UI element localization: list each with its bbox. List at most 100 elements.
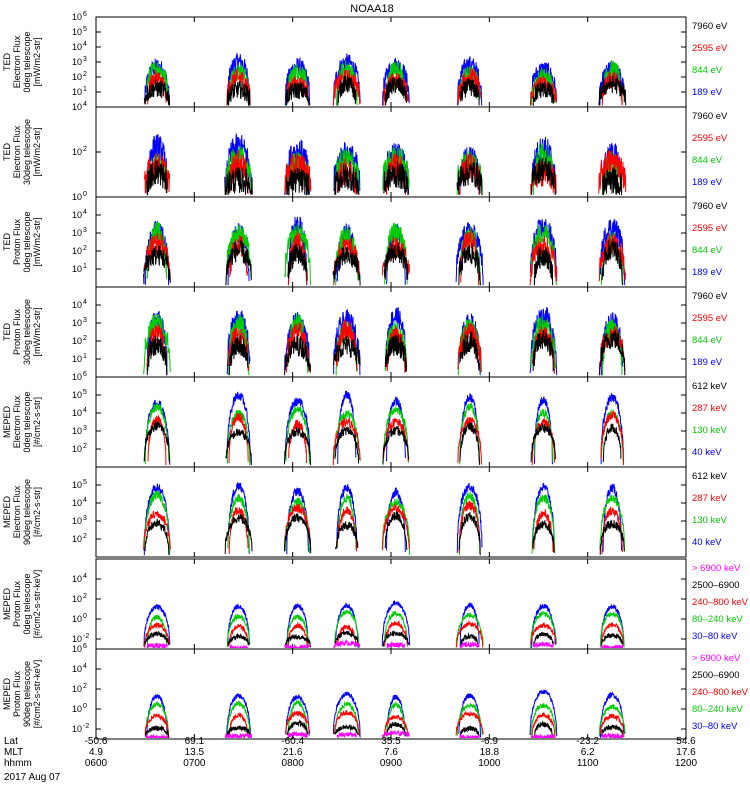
y-tick-label: 10 [72, 444, 82, 454]
x-axis-labels: Lat -50.6 69.1 -60.4 35.5 -6.9 -23.2 54.6 MLT 4.9… [4, 736, 698, 769]
ylabel-line: TED [2, 52, 12, 71]
y-tick-label: 10 [72, 147, 82, 157]
ylabel-line: TED [2, 322, 12, 341]
y-tick-label: 10 [72, 57, 82, 67]
series-trace [144, 619, 624, 648]
series-trace [144, 699, 626, 738]
panel-ylabel: TEDProton Flux30deg telescope[mW/m2-str] [2, 299, 42, 365]
y-tick-exponent: 5 [83, 479, 87, 486]
y-tick-label: 10 [72, 264, 82, 274]
y-tick-label: 10 [72, 408, 82, 418]
panel-frame [95, 16, 687, 108]
x-tick-label: 1100 [577, 758, 599, 769]
y-tick-exponent: 4 [83, 663, 87, 670]
panel-ylabel: MEPEDProton Flux90deg telescope[#/cm2-s-… [2, 660, 42, 729]
legend-entry: 240–800 keV [692, 687, 749, 698]
y-tick-exponent: 3 [83, 515, 87, 522]
y-tick-label: 10 [72, 246, 82, 256]
date-label: 2017 Aug 07 [4, 772, 61, 783]
legend-entry: 130 keV [692, 425, 728, 436]
y-tick-exponent: 2 [83, 71, 87, 78]
panel-ylabel: MEPEDElectron Flux0deg telescope[#/cm2-s… [2, 391, 42, 452]
ylabel-line: [mW/m2-str] [32, 128, 42, 177]
y-tick-exponent: 2 [83, 443, 87, 450]
series-trace [144, 709, 625, 738]
x-tick-label: -60.4 [281, 736, 304, 747]
ylabel-line: 0deg telescope [22, 211, 32, 272]
series-trace [146, 639, 624, 648]
y-tick-label: 10 [72, 480, 82, 490]
legend-entry: 40 keV [692, 537, 722, 548]
x-tick-label: 17.6 [676, 747, 696, 758]
y-tick-label: 10 [72, 336, 82, 346]
legend-entry: 612 keV [692, 471, 728, 482]
series-trace [144, 630, 624, 648]
panel-ylabel: TEDElectron Flux0deg telescope[mW/m2-str… [2, 31, 42, 92]
series-trace [144, 511, 625, 556]
y-tick-exponent: 1 [83, 353, 87, 360]
y-tick-exponent: 0 [83, 613, 87, 620]
legend-entry: 30–80 keV [692, 631, 738, 642]
y-tick-exponent: 4 [83, 101, 87, 108]
ylabel-line: TED [2, 232, 12, 251]
chart-title: NOAA18 [350, 3, 393, 15]
legend-entry: 7960 eV [692, 291, 728, 302]
series-trace [143, 599, 625, 648]
ylabel-line: [mW/m2-str] [32, 308, 42, 357]
y-tick-exponent: 2 [83, 335, 87, 342]
panel-ylabel: MEPEDElectron Flux90deg telescope[#/cm2-… [2, 479, 42, 545]
y-tick-exponent: 4 [83, 573, 87, 580]
y-tick-label: 10 [72, 498, 82, 508]
ylabel-line: [#/cm2-s-str-keV] [32, 570, 42, 639]
panel-ylabel: TEDProton Flux0deg telescope[mW/m2-str] [2, 211, 42, 272]
x-tick-label: 69.1 [185, 736, 205, 747]
legend-entry: 130 keV [692, 515, 728, 526]
ylabel-line: [#/cm2-s-str-keV] [32, 660, 42, 729]
y-tick-label: 10 [72, 228, 82, 238]
ylabel-line: Proton Flux [12, 670, 22, 717]
ylabel-line: MEPED [2, 588, 12, 621]
y-tick-exponent: 1 [83, 263, 87, 270]
panel-frame [95, 466, 687, 558]
y-tick-exponent: 2 [83, 593, 87, 600]
y-tick-label: 10 [72, 644, 82, 654]
series-trace [146, 157, 622, 196]
y-tick-label: 10 [72, 354, 82, 364]
y-tick-exponent: 4 [83, 41, 87, 48]
y-tick-exponent: 0 [83, 703, 87, 710]
series-trace [143, 75, 627, 106]
ylabel-line: Electron Flux [12, 395, 22, 448]
y-tick-exponent: 2 [83, 146, 87, 153]
y-tick-label: 10 [72, 614, 82, 624]
traces [143, 216, 626, 286]
series-trace [144, 719, 624, 738]
traces [143, 390, 625, 466]
legend-entry: 30–80 keV [692, 721, 738, 732]
y-tick-label: 10 [72, 27, 82, 37]
y-tick-exponent: 5 [83, 26, 87, 33]
legend-entry: 240–800 keV [692, 597, 749, 608]
y-tick-exponent: 2 [83, 683, 87, 690]
ylabel-line: 0deg telescope [22, 573, 32, 634]
y-tick-exponent: 4 [83, 407, 87, 414]
legend-entry: 2595 eV [692, 313, 728, 324]
x-tick-label: -50.6 [85, 736, 108, 747]
y-tick-exponent: 3 [83, 317, 87, 324]
x-tick-label: 4.9 [89, 747, 103, 758]
series-trace [146, 689, 625, 738]
legend-entry: 189 eV [692, 87, 723, 98]
x-tick-label: 54.6 [676, 736, 696, 747]
ylabel-line: MEPED [2, 406, 12, 439]
x-tick-label: -23.2 [576, 736, 599, 747]
traces [144, 689, 626, 738]
ylabel-line: [mW/m2-str] [32, 218, 42, 267]
legend-entry: 612 keV [692, 381, 728, 392]
y-tick-label: 10 [72, 372, 82, 382]
x-tick-label: 1200 [675, 758, 698, 769]
x-tick-label: 0800 [282, 758, 305, 769]
series-trace [146, 609, 625, 648]
